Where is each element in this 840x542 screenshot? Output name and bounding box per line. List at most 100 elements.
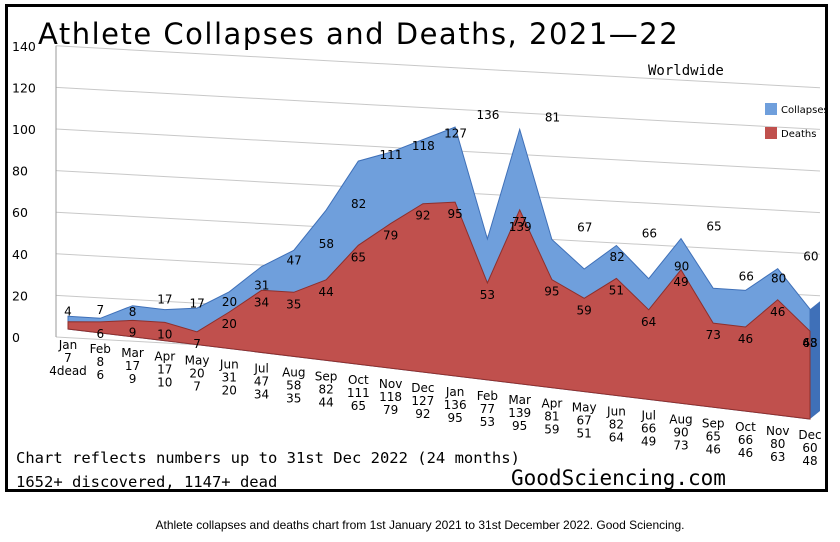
deaths-value-label: 95: [447, 207, 462, 221]
x-tick-label: 53: [480, 415, 495, 429]
x-tick-label: 58: [286, 378, 301, 392]
x-tick-label: Jul: [640, 408, 655, 422]
x-tick-label: 111: [347, 386, 370, 400]
deaths-value-label: 10: [157, 327, 172, 341]
x-tick-label: 4dead: [49, 364, 87, 378]
x-tick-label: 73: [673, 438, 688, 452]
x-tick-label: 31: [222, 371, 237, 385]
collapses-value-label: 67: [577, 220, 592, 234]
collapses-value-label: 127: [444, 127, 467, 141]
deaths-area: [67, 201, 811, 420]
x-tick-label: 92: [415, 407, 430, 421]
x-tick-label: 65: [351, 399, 366, 413]
collapses-value-label: 118: [412, 139, 435, 153]
x-tick-label: 8: [96, 355, 104, 369]
collapses-value-label: 111: [380, 148, 403, 162]
x-tick-label: 46: [706, 442, 721, 456]
x-tick-label: 81: [544, 410, 559, 424]
deaths-value-label: 79: [383, 229, 398, 243]
x-tick-label: 82: [318, 382, 333, 396]
chart-frame: 0 20 40 60 80 100 120 140 4 7 8 17 17 20 31 47 58 82 111 11…: [5, 4, 828, 492]
collapses-value-label: 80: [771, 271, 786, 285]
collapses-value-label: 82: [609, 250, 624, 264]
brand-watermark: GoodSciencing.com: [511, 466, 726, 490]
y-tick-label: 120: [12, 80, 36, 95]
y-tick-label: 60: [12, 205, 28, 220]
x-tick-label: Oct: [348, 373, 369, 387]
x-tick-label: Jul: [253, 361, 268, 375]
x-tick-label: Feb: [477, 389, 498, 403]
x-tick-label: 7: [193, 380, 201, 394]
x-tick-label: Dec: [798, 428, 821, 442]
x-tick-label: 95: [447, 411, 462, 425]
x-tick-label: 9: [129, 372, 137, 386]
y-tick-label: 140: [12, 39, 36, 54]
x-tick-label: 49: [641, 434, 656, 448]
x-tick-label: 47: [254, 374, 269, 388]
x-tick-label: Dec: [411, 381, 434, 395]
x-tick-label: May: [572, 401, 597, 415]
x-tick-label: Mar: [508, 393, 531, 407]
chart-note-months: Chart reflects numbers up to 31st Dec 20…: [16, 449, 520, 467]
collapses-value-label: 81: [545, 110, 560, 124]
x-tick-label: 6: [96, 368, 104, 382]
x-tick-label: 136: [444, 398, 467, 412]
legend-label-collapses: Collapses: [781, 105, 825, 116]
x-tick-label: 48: [802, 454, 817, 468]
x-tick-label: Aug: [669, 412, 692, 426]
deaths-value-label: 95: [544, 285, 559, 299]
deaths-value-label: 46: [738, 332, 753, 346]
deaths-value-label: 64: [641, 315, 656, 329]
x-tick-label: Apr: [154, 350, 175, 364]
gridline: [55, 45, 821, 89]
x-tick-label: 51: [577, 427, 592, 441]
x-tick-label: 17: [125, 359, 140, 373]
y-tick-label: 100: [12, 122, 36, 137]
x-tick-label: 95: [512, 419, 527, 433]
collapses-side-face: [810, 301, 820, 419]
collapses-value-label: 60: [803, 250, 818, 264]
chart-subtitle: Worldwide: [648, 63, 724, 79]
collapses-value-label: 82: [351, 197, 366, 211]
x-tick-label: 44: [318, 395, 333, 409]
collapses-value-label: 17: [157, 293, 172, 307]
collapses-value-label: 47: [286, 253, 301, 267]
x-tick-label: Sep: [315, 369, 338, 383]
deaths-value-label: 44: [318, 285, 333, 299]
legend-label-deaths: Deaths: [781, 129, 816, 140]
collapses-value-label: 65: [706, 220, 721, 234]
x-tick-label: 90: [673, 425, 688, 439]
chart-note-totals: 1652+ discovered, 1147+ dead: [16, 473, 278, 491]
collapses-value-label: 20: [222, 295, 237, 309]
x-tick-label: 20: [189, 367, 204, 381]
x-tick-label: 35: [286, 391, 301, 405]
collapses-value-label: 31: [254, 279, 269, 293]
collapses-value-label: 136: [476, 108, 499, 122]
deaths-value-label: 35: [286, 297, 301, 311]
deaths-value-label: 59: [577, 303, 592, 317]
x-tick-label: 46: [738, 446, 753, 460]
collapses-value-label: 4: [64, 305, 72, 319]
chart-title: Athlete Collapses and Deaths, 2021—22: [38, 17, 680, 51]
deaths-value-label: 51: [609, 283, 624, 297]
x-tick-label: Nov: [379, 377, 402, 391]
y-tick-label: 20: [12, 288, 28, 303]
x-tick-label: 63: [770, 450, 785, 464]
legend-swatch-collapses: [765, 103, 777, 115]
deaths-value-label: 49: [673, 275, 688, 289]
x-tick-label: 65: [706, 429, 721, 443]
x-tick-label: Apr: [542, 397, 563, 411]
collapses-value-label: 66: [642, 226, 657, 240]
x-tick-label: Mar: [121, 346, 144, 360]
deaths-value-label: 46: [770, 305, 785, 319]
x-tick-label: May: [185, 354, 210, 368]
x-tick-label: 67: [577, 414, 592, 428]
deaths-value-label: 92: [415, 209, 430, 223]
x-tick-label: 66: [738, 433, 753, 447]
x-tick-label: 80: [770, 437, 785, 451]
collapses-value-label: 90: [674, 260, 689, 274]
collapses-value-label: 8: [129, 305, 137, 319]
deaths-value-label: 9: [129, 325, 137, 339]
x-tick-label: 79: [383, 403, 398, 417]
x-tick-label: Feb: [90, 342, 111, 356]
